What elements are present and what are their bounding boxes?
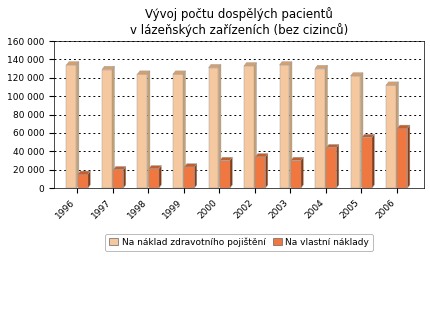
Polygon shape <box>300 157 303 188</box>
Polygon shape <box>350 73 362 76</box>
Bar <box>219 161 229 188</box>
Bar <box>184 167 194 188</box>
Polygon shape <box>396 125 409 128</box>
Polygon shape <box>361 134 374 137</box>
Polygon shape <box>359 73 362 188</box>
Polygon shape <box>289 62 291 188</box>
Bar <box>314 69 324 188</box>
Polygon shape <box>194 164 197 188</box>
Bar <box>279 65 289 188</box>
Polygon shape <box>324 65 327 188</box>
Polygon shape <box>113 167 126 170</box>
Polygon shape <box>279 62 291 65</box>
Polygon shape <box>255 154 267 157</box>
Bar <box>396 128 406 188</box>
Bar <box>137 74 147 188</box>
Polygon shape <box>326 144 338 148</box>
Polygon shape <box>229 157 232 188</box>
Polygon shape <box>385 82 398 85</box>
Legend: Na náklad zdravotního pojištění, Na vlastní náklady: Na náklad zdravotního pojištění, Na vlas… <box>105 234 372 251</box>
Polygon shape <box>137 71 150 74</box>
Polygon shape <box>66 62 79 65</box>
Polygon shape <box>265 154 267 188</box>
Polygon shape <box>147 71 150 188</box>
Polygon shape <box>102 66 114 70</box>
Bar <box>361 137 371 188</box>
Polygon shape <box>335 144 338 188</box>
Polygon shape <box>148 166 161 169</box>
Polygon shape <box>314 65 327 69</box>
Bar <box>113 170 123 188</box>
Bar <box>326 148 335 188</box>
Bar <box>290 161 300 188</box>
Polygon shape <box>406 125 409 188</box>
Polygon shape <box>243 63 256 66</box>
Polygon shape <box>290 157 303 161</box>
Bar <box>243 66 253 188</box>
Bar <box>78 174 88 188</box>
Bar <box>208 68 218 188</box>
Polygon shape <box>88 171 90 188</box>
Polygon shape <box>218 64 221 188</box>
Polygon shape <box>184 164 197 167</box>
Bar <box>66 65 76 188</box>
Bar <box>148 169 158 188</box>
Bar <box>255 157 265 188</box>
Polygon shape <box>208 64 221 68</box>
Polygon shape <box>78 171 90 174</box>
Polygon shape <box>253 63 256 188</box>
Bar <box>102 70 112 188</box>
Bar <box>172 74 182 188</box>
Polygon shape <box>371 134 374 188</box>
Polygon shape <box>395 82 398 188</box>
Bar <box>350 76 359 188</box>
Polygon shape <box>182 71 185 188</box>
Polygon shape <box>172 71 185 74</box>
Polygon shape <box>76 62 79 188</box>
Title: Vývoj počtu dospělých pacientů
v lázeňských zařízeních (bez cizinců): Vývoj počtu dospělých pacientů v lázeňsk… <box>129 7 347 37</box>
Bar <box>385 85 395 188</box>
Polygon shape <box>123 167 126 188</box>
Polygon shape <box>112 66 114 188</box>
Polygon shape <box>219 157 232 161</box>
Polygon shape <box>158 166 161 188</box>
